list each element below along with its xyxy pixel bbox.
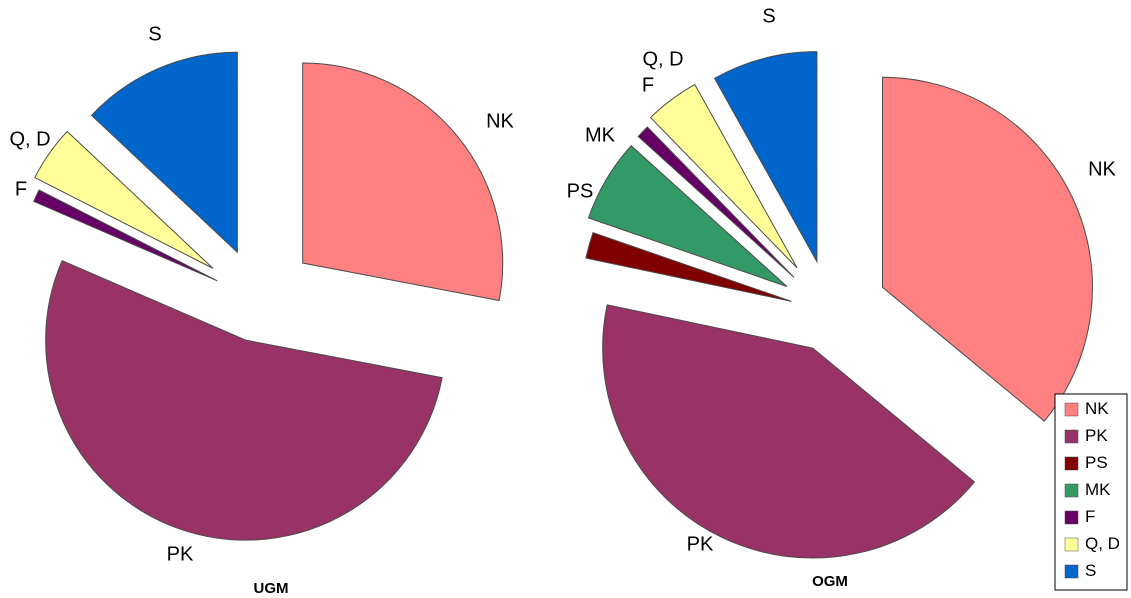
- slice-label-ugm-f: F: [15, 178, 27, 200]
- legend-swatch-f: [1065, 511, 1078, 524]
- legend-swatch-ps: [1065, 457, 1078, 470]
- legend-swatch-nk: [1065, 403, 1078, 416]
- slice-ogm-nk: [882, 77, 1092, 421]
- slice-label-ugm-s: S: [148, 23, 161, 45]
- chart-title-ogm: OGM: [812, 573, 848, 590]
- legend-swatch-mk: [1065, 484, 1078, 497]
- slice-label-ugm-pk: PK: [167, 543, 194, 565]
- slice-label-ogm-pk: PK: [687, 533, 714, 555]
- pie-ugm: NK PK F Q, D S: [9, 23, 514, 565]
- slice-ugm-nk: [303, 63, 503, 300]
- slice-label-ugm-nk: NK: [486, 110, 514, 132]
- slice-label-ogm-q-d: Q, D: [642, 48, 683, 70]
- legend: NK PK PS MK F Q, D S: [1055, 394, 1127, 590]
- legend-label-ps: PS: [1085, 453, 1108, 472]
- legend-label-f: F: [1085, 507, 1095, 526]
- pie-ogm: NK PK PS MK F Q, D S: [567, 5, 1117, 558]
- legend-label-pk: PK: [1085, 426, 1108, 445]
- legend-swatch-pk: [1065, 430, 1078, 443]
- slice-ogm-pk: [603, 305, 975, 558]
- slice-label-ogm-nk: NK: [1088, 158, 1116, 180]
- legend-swatch-q-d: [1065, 538, 1078, 551]
- slice-label-ogm-ps: PS: [567, 180, 594, 202]
- slice-ugm-pk: [46, 261, 442, 540]
- legend-label-q-d: Q, D: [1085, 534, 1120, 553]
- slice-label-ogm-s: S: [762, 5, 775, 27]
- legend-label-nk: NK: [1085, 399, 1109, 418]
- slice-label-ogm-mk: MK: [585, 124, 616, 146]
- slice-label-ugm-q-d: Q, D: [9, 128, 50, 150]
- legend-label-mk: MK: [1085, 480, 1111, 499]
- slice-label-ogm-f: F: [642, 74, 654, 96]
- legend-swatch-s: [1065, 565, 1078, 578]
- chart-title-ugm: UGM: [254, 580, 289, 597]
- legend-label-s: S: [1085, 561, 1096, 580]
